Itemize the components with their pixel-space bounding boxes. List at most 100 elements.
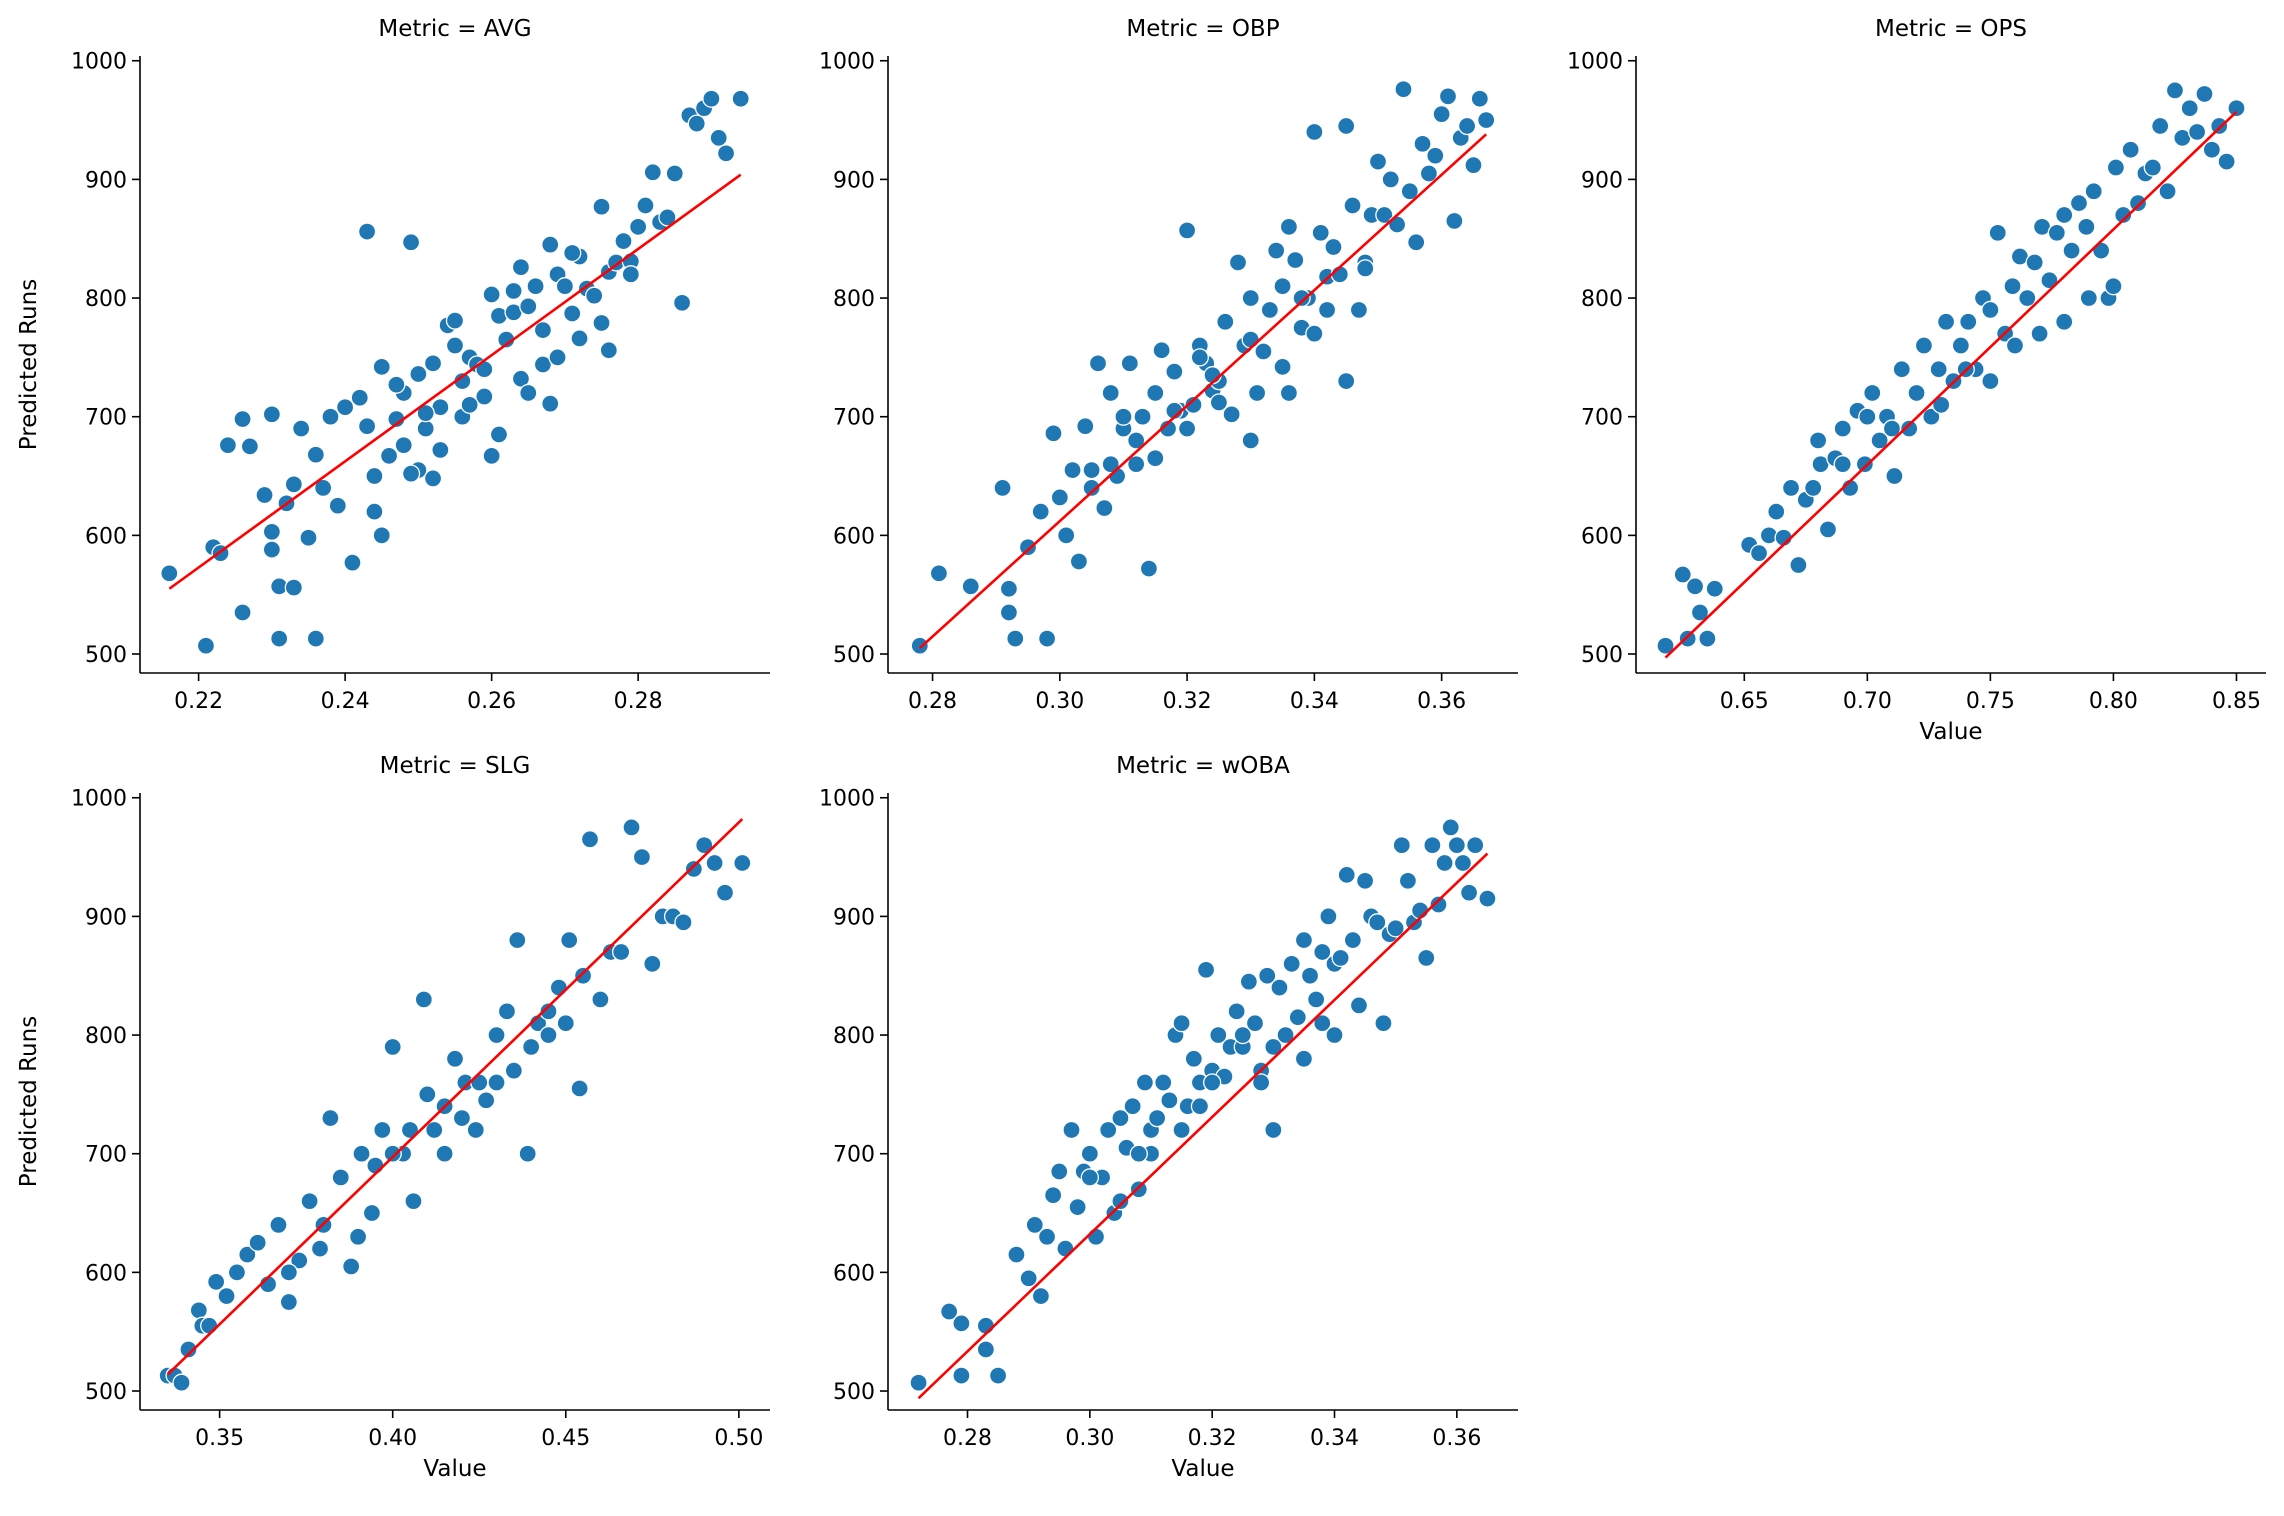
data-point [1006, 629, 1025, 648]
data-point [702, 89, 721, 108]
data-point [1227, 1002, 1246, 1021]
regression-line [168, 173, 742, 590]
data-point [423, 354, 443, 373]
data-point [592, 197, 611, 216]
data-point [1160, 1091, 1179, 1110]
data-point [643, 163, 662, 182]
data-point [1381, 170, 1400, 189]
data-point [1325, 1025, 1344, 1045]
data-point [172, 1373, 191, 1392]
x-axis-label: Value [1171, 1456, 1234, 1482]
data-point [255, 485, 274, 505]
data-point [909, 1373, 928, 1392]
data-point [477, 1091, 496, 1110]
x-tick-label: 0.34 [1290, 689, 1339, 714]
data-point [321, 407, 340, 426]
data-point [284, 578, 303, 597]
data-point [976, 1340, 996, 1359]
y-tick-label: 700 [85, 1143, 127, 1168]
y-axis-label: Predicted Runs [16, 1016, 42, 1187]
data-point [1123, 1097, 1142, 1116]
data-point [585, 286, 604, 305]
data-point [636, 196, 655, 215]
data-point [1267, 241, 1286, 260]
data-point [497, 1002, 517, 1021]
data-point [489, 425, 509, 444]
data-point [2062, 241, 2081, 260]
data-point [487, 1025, 506, 1045]
data-point [1441, 818, 1460, 837]
data-point [1432, 104, 1451, 124]
x-tick-label: 0.80 [2089, 689, 2138, 714]
data-point [556, 1014, 575, 1033]
x-tick-label: 0.65 [1720, 689, 1769, 714]
data-point [2106, 158, 2126, 177]
data-point [306, 629, 325, 648]
data-point [248, 1233, 267, 1252]
data-point [189, 1301, 208, 1320]
y-tick-label: 1000 [819, 787, 875, 812]
data-point [414, 990, 433, 1009]
data-point [508, 930, 527, 950]
y-tick-label: 800 [833, 1024, 875, 1049]
data-point [1781, 478, 1801, 498]
data-point [672, 293, 692, 312]
data-point [539, 1025, 558, 1045]
data-point [1251, 1073, 1271, 1092]
data-point [976, 1316, 996, 1335]
data-point [1050, 1162, 1069, 1181]
data-point [1870, 431, 1889, 450]
x-tick-label: 0.30 [1065, 1426, 1114, 1451]
data-point [2187, 122, 2207, 142]
data-point [357, 222, 377, 241]
data-point [299, 528, 318, 547]
facet-panel-5: 500 600 700 800 900 1000 0.28 0.30 0.32 0.34 0.36 M… [819, 753, 1518, 1482]
data-point [1241, 330, 1260, 349]
data-point [1453, 853, 1473, 873]
data-point [1177, 221, 1197, 240]
y-tick-label: 500 [833, 1380, 875, 1405]
x-tick-label: 0.22 [174, 689, 223, 714]
y-tick-label: 1000 [1567, 50, 1623, 75]
data-point [570, 1079, 589, 1098]
data-point [1355, 871, 1375, 890]
data-point [1804, 478, 1823, 498]
data-point [1111, 1108, 1130, 1128]
data-point [1292, 288, 1311, 308]
data-point [1007, 1245, 1026, 1264]
x-tick-label: 0.28 [614, 689, 663, 714]
y-tick-label: 900 [1581, 168, 1623, 193]
data-point [1470, 89, 1489, 108]
data-point [1099, 1120, 1118, 1140]
data-point [1685, 577, 1705, 596]
y-tick-label: 700 [85, 406, 127, 431]
data-point [592, 313, 611, 333]
data-point [1165, 362, 1184, 381]
data-point [1222, 405, 1241, 424]
data-point [1477, 110, 1496, 130]
data-point [2079, 288, 2098, 308]
data-point [1209, 1025, 1228, 1045]
data-point [526, 277, 545, 296]
data-point [387, 375, 406, 394]
y-tick-label: 500 [85, 643, 127, 668]
data-point [335, 398, 355, 417]
data-point [2128, 193, 2148, 213]
data-point [1056, 1239, 1075, 1258]
data-point [1184, 1049, 1203, 1068]
data-point [2003, 277, 2022, 296]
regression-line [917, 852, 1489, 1400]
y-tick-label: 800 [85, 1024, 127, 1049]
data-point [1147, 1108, 1167, 1128]
data-point [1273, 277, 1292, 296]
regression-line [918, 133, 1488, 650]
data-point [1858, 407, 1877, 426]
data-point [179, 1340, 198, 1359]
data-point [687, 114, 706, 133]
data-point [1031, 502, 1050, 521]
data-point [416, 419, 435, 438]
data-point [2210, 116, 2229, 136]
data-point [1196, 960, 1216, 979]
data-point [1343, 930, 1363, 950]
y-tick-label: 600 [833, 1261, 875, 1286]
